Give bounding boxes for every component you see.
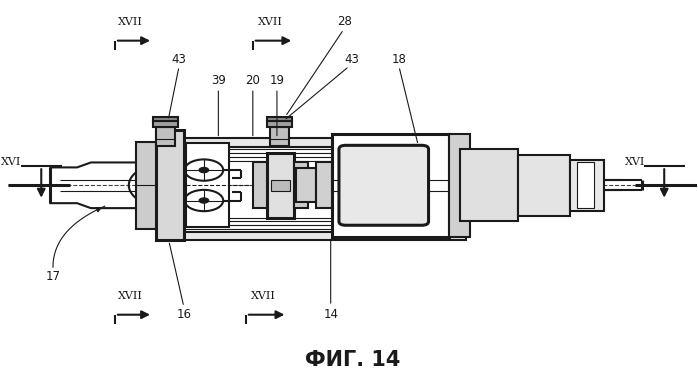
Bar	[267, 121, 292, 127]
Bar	[294, 162, 308, 208]
Text: XVII: XVII	[119, 17, 143, 27]
Text: 20: 20	[246, 74, 260, 87]
Bar	[271, 180, 290, 191]
Bar	[160, 232, 466, 241]
Bar	[186, 143, 229, 227]
Text: 16: 16	[177, 308, 191, 321]
Bar	[267, 117, 292, 121]
Text: XVI: XVI	[625, 157, 646, 167]
Bar	[270, 127, 290, 146]
Text: XVII: XVII	[119, 291, 143, 301]
Bar	[156, 127, 175, 146]
Bar	[296, 168, 315, 202]
Text: 14: 14	[323, 308, 339, 321]
Text: ФИГ. 14: ФИГ. 14	[305, 350, 401, 371]
Bar	[450, 134, 470, 237]
Text: XVII: XVII	[258, 17, 283, 27]
Text: 18: 18	[392, 53, 407, 66]
Bar	[156, 130, 184, 241]
Circle shape	[199, 198, 209, 203]
Bar	[153, 121, 178, 127]
Bar	[253, 162, 267, 208]
Bar	[332, 134, 450, 237]
Bar	[577, 162, 594, 208]
Bar	[153, 117, 178, 121]
Circle shape	[199, 167, 209, 173]
Bar	[570, 160, 604, 211]
Text: 19: 19	[269, 74, 285, 87]
Text: XVI: XVI	[1, 157, 22, 167]
Text: 43: 43	[172, 53, 186, 66]
Text: 43: 43	[344, 53, 359, 66]
Bar	[160, 139, 466, 147]
Text: XVII: XVII	[251, 291, 276, 301]
Bar	[459, 149, 518, 222]
Text: 17: 17	[45, 270, 61, 283]
Bar	[518, 155, 570, 216]
FancyBboxPatch shape	[339, 145, 429, 225]
Bar	[267, 153, 294, 218]
Bar	[315, 162, 332, 208]
Text: 28: 28	[337, 15, 352, 28]
Text: 39: 39	[211, 74, 225, 87]
Bar	[135, 141, 156, 229]
